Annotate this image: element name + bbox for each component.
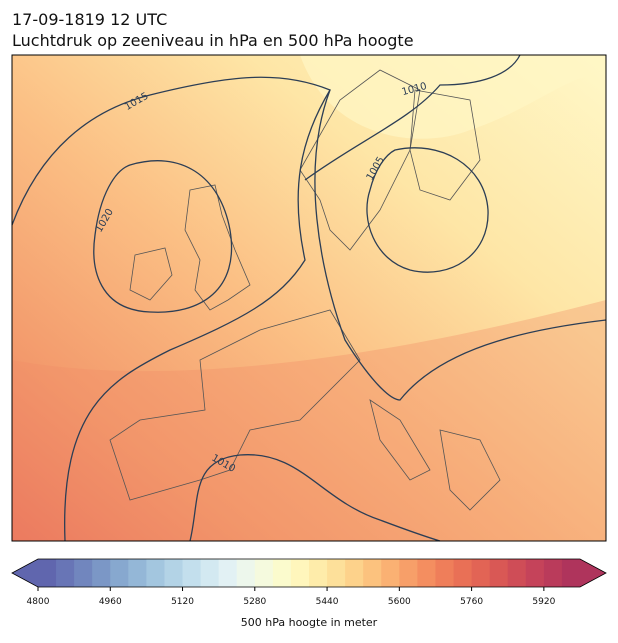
colorbar-band	[417, 559, 436, 587]
colorbar-band	[200, 559, 220, 587]
colorbar-band	[471, 559, 491, 587]
colorbar-band	[525, 559, 545, 587]
colorbar-band	[309, 559, 328, 587]
colorbar-band	[561, 559, 581, 587]
colorbar-band	[146, 559, 165, 587]
map: 1015 1010 1005 1020 1010	[11, 54, 607, 542]
colorbar-label: 500 hPa hoogte in meter	[241, 616, 378, 629]
colorbar-band	[290, 559, 310, 587]
colorbar-band	[272, 559, 292, 587]
colorbar-tick-label: 5600	[388, 597, 411, 607]
colorbar-tick-label: 5760	[460, 597, 483, 607]
colorbar-band	[182, 559, 202, 587]
subtitle: Luchtdruk op zeeniveau in hPa en 500 hPa…	[12, 31, 414, 50]
colorbar-tick-label: 5280	[243, 597, 266, 607]
colorbar-band	[453, 559, 473, 587]
colorbar-tick-label: 5440	[316, 597, 339, 607]
colorbar-band	[128, 559, 147, 587]
map-frame	[11, 54, 607, 542]
colorbar-band	[236, 559, 256, 587]
colorbar-band	[399, 559, 418, 587]
colorbar-band	[56, 559, 75, 587]
height-band	[12, 300, 606, 541]
colorbar-band	[543, 559, 563, 587]
colorbar-band	[435, 559, 455, 587]
colorbar-band	[507, 559, 527, 587]
colorbar-band	[164, 559, 184, 587]
colorbar-tick-label: 4800	[27, 597, 50, 607]
colorbar-band	[489, 559, 509, 587]
isobars	[11, 54, 607, 542]
colorbar-band	[345, 559, 364, 587]
colorbar-band	[363, 559, 382, 587]
colorbar-band	[38, 559, 57, 587]
colorbar-band	[381, 559, 400, 587]
colorbar-tick-label: 4960	[99, 597, 122, 607]
colorbar-extend-high	[580, 559, 606, 587]
colorbar-band	[110, 559, 129, 587]
colorbar-band	[218, 559, 238, 587]
colorbar-band	[327, 559, 346, 587]
colorbar-outline	[11, 558, 607, 588]
colorbar-band	[254, 559, 274, 587]
colorbar-tick-label: 5920	[532, 597, 555, 607]
colorbar-band	[74, 559, 93, 587]
colorbar-band	[92, 559, 111, 587]
colorbar: 4800 4960 5120 5280 5440 5600 5760 5920	[11, 558, 607, 607]
colorbar-extend-low	[12, 559, 38, 587]
colorbar-tick-label: 5120	[171, 597, 194, 607]
title: 17-09-1819 12 UTC	[12, 10, 167, 29]
coastlines	[109, 69, 501, 511]
